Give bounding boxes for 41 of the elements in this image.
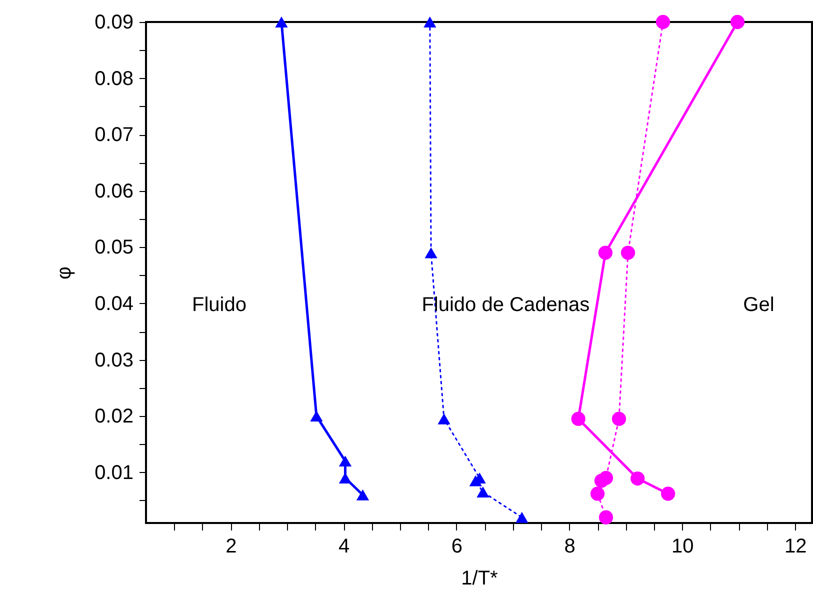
y-tick-label: 0.09	[94, 12, 134, 34]
y-tick-label: 0.07	[94, 124, 134, 146]
point	[661, 486, 676, 501]
point	[630, 471, 645, 486]
x-tick-label: 6	[451, 536, 462, 558]
point	[310, 410, 323, 422]
point	[424, 16, 436, 28]
y-tick-label: 0.03	[94, 349, 134, 372]
x-tick-label: 4	[338, 536, 350, 558]
point	[516, 512, 528, 523]
y-tick-label: 0.05	[94, 236, 134, 259]
annotation: Fluido de Cadenas	[422, 294, 590, 316]
point	[598, 510, 614, 524]
annotation: Fluido	[192, 294, 246, 316]
y-tick-label: 0.08	[94, 68, 134, 90]
point	[469, 475, 482, 486]
x-axis-title: 1/T*	[461, 568, 498, 590]
x-tick-label: 8	[564, 536, 576, 558]
annotation: Gel	[743, 294, 774, 316]
x-tick-label: 12	[784, 536, 807, 558]
point	[656, 14, 670, 30]
point	[594, 474, 609, 488]
point	[590, 486, 605, 501]
point	[571, 412, 586, 426]
point	[598, 246, 612, 260]
y-tick-label: 0.02	[94, 406, 134, 428]
point	[438, 413, 450, 424]
point	[620, 246, 636, 260]
point	[612, 412, 626, 426]
point	[476, 486, 490, 498]
y-tick-label: 0.01	[94, 462, 134, 484]
y-tick-label: 0.06	[94, 180, 134, 202]
point	[356, 489, 370, 500]
point	[424, 247, 438, 258]
y-axis-title: φ	[54, 266, 76, 280]
y-tick-label: 0.04	[94, 292, 134, 315]
x-tick-label: 2	[226, 536, 237, 558]
x-tick-label: 10	[672, 536, 694, 558]
point	[275, 16, 288, 28]
point	[730, 14, 745, 30]
point	[338, 456, 352, 467]
